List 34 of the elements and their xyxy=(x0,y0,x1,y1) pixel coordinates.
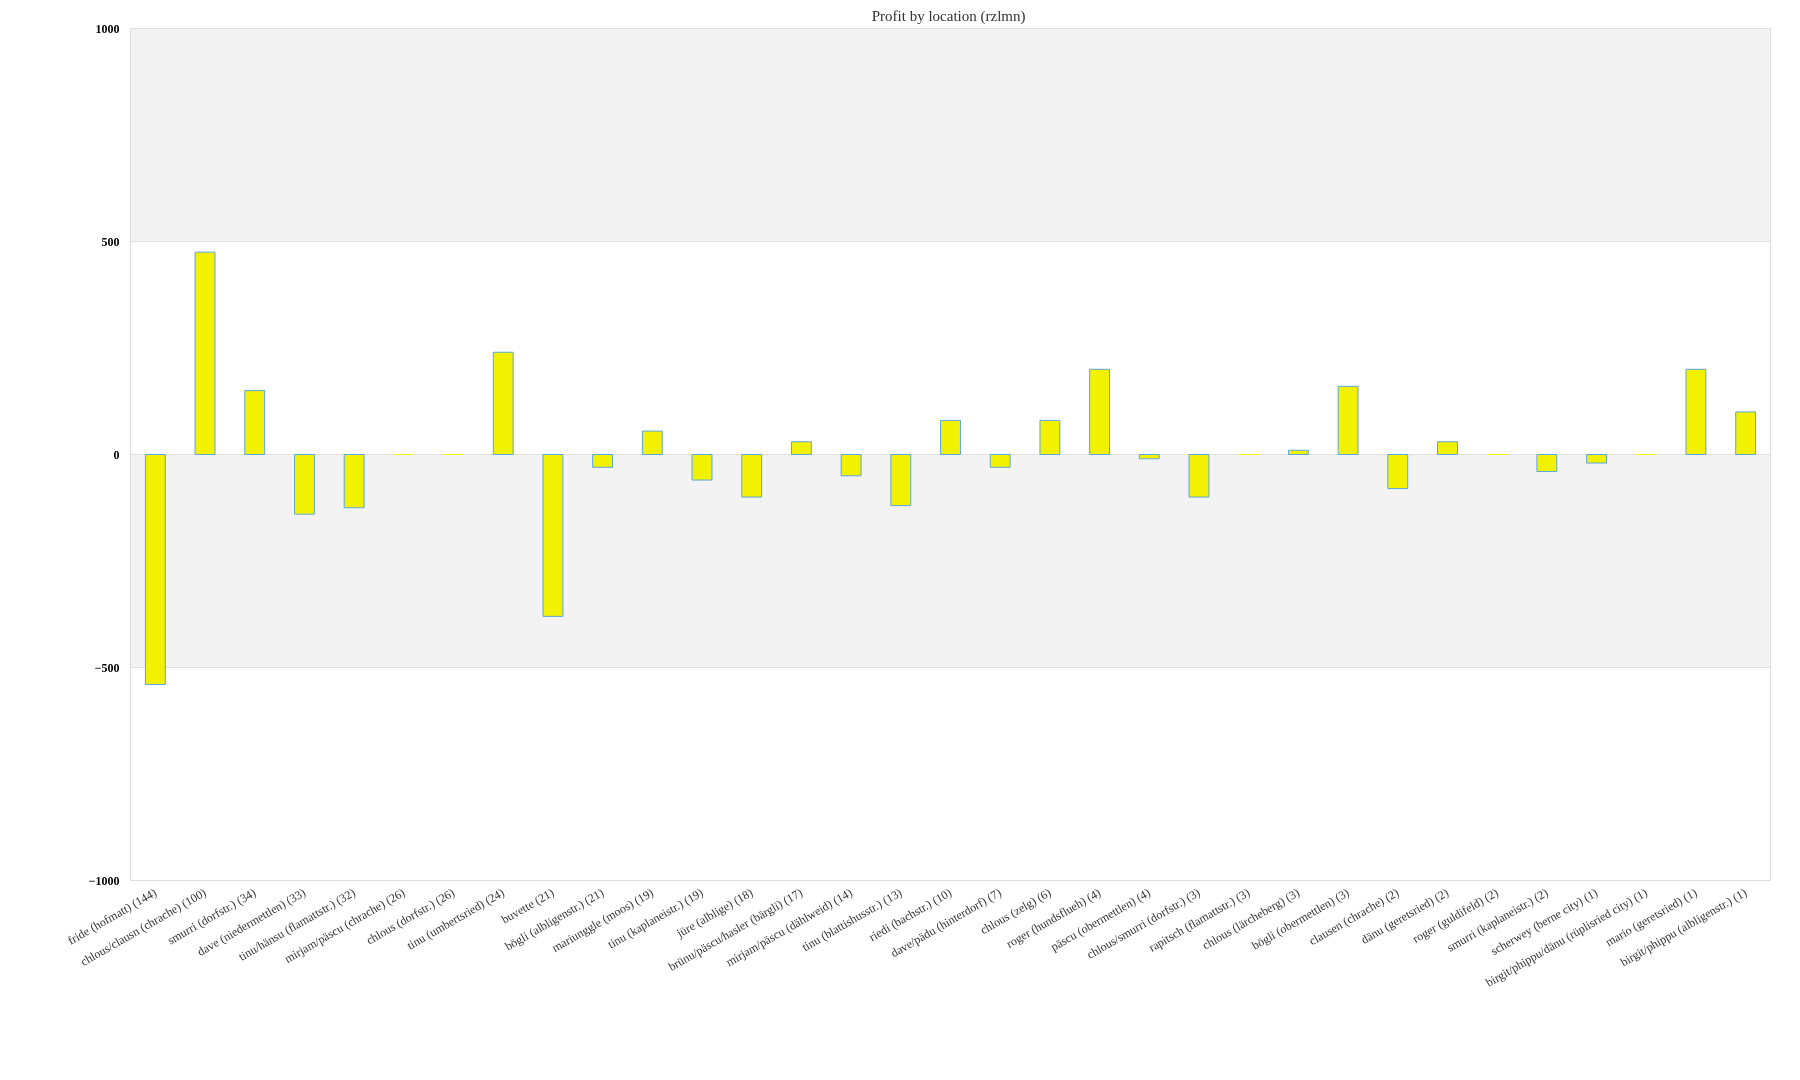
bar xyxy=(1337,385,1359,455)
y-tick-label: 0 xyxy=(113,447,120,462)
bar xyxy=(1287,449,1309,455)
bar xyxy=(1536,454,1558,473)
bar xyxy=(1188,454,1210,498)
bar xyxy=(989,454,1011,468)
bar xyxy=(592,454,614,468)
bar xyxy=(244,390,266,455)
bar xyxy=(144,454,166,686)
bar xyxy=(890,454,912,507)
bar xyxy=(1437,441,1458,455)
bar xyxy=(790,441,812,455)
bar xyxy=(840,454,862,477)
y-tick-label: 500 xyxy=(101,234,120,249)
bar xyxy=(641,430,663,455)
bar xyxy=(1387,454,1409,490)
y-tick-label: 1000 xyxy=(95,21,120,36)
bar xyxy=(1586,454,1607,464)
bar xyxy=(542,454,564,617)
bar xyxy=(1138,454,1160,460)
chart-title: Profit by location (rzlmn) xyxy=(871,7,1026,25)
bar xyxy=(492,351,514,455)
bar xyxy=(1735,411,1757,455)
bar xyxy=(294,454,315,515)
bar xyxy=(1039,419,1061,455)
bar xyxy=(194,251,216,455)
bar xyxy=(343,454,365,509)
bar xyxy=(691,454,713,481)
y-tick-label: −500 xyxy=(94,660,120,675)
bar xyxy=(940,419,961,455)
bar xyxy=(1685,368,1707,455)
bar xyxy=(1089,368,1111,455)
y-tick-label: −1000 xyxy=(88,873,120,888)
bar xyxy=(741,454,763,498)
